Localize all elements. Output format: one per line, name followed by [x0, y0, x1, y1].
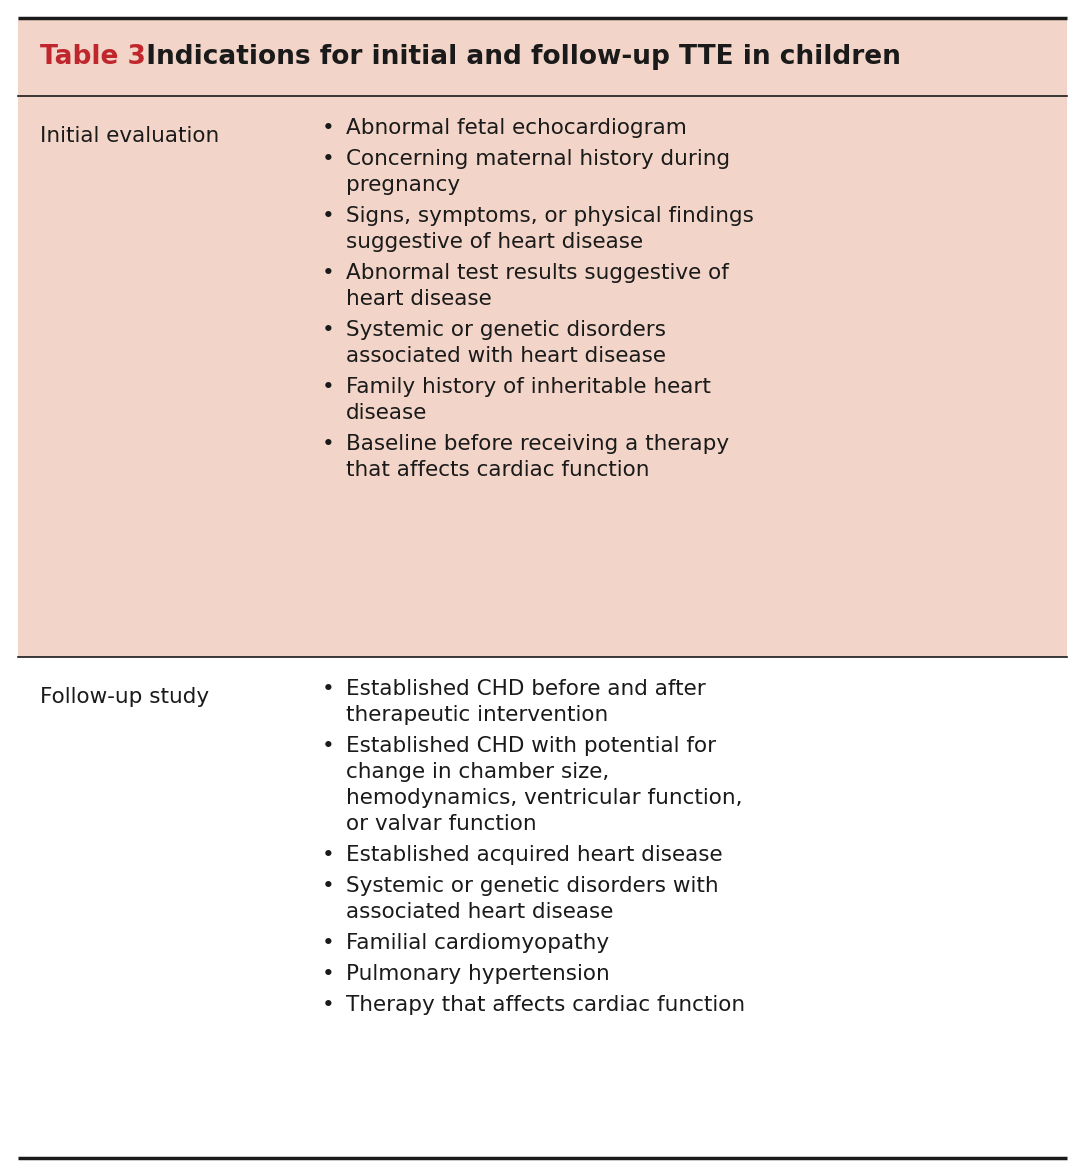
- Text: Concerning maternal history during: Concerning maternal history during: [346, 149, 730, 169]
- Text: •: •: [321, 118, 334, 138]
- Text: •: •: [321, 149, 334, 169]
- Text: Family history of inheritable heart: Family history of inheritable heart: [346, 377, 711, 397]
- Text: •: •: [321, 933, 334, 953]
- Text: Initial evaluation: Initial evaluation: [40, 126, 219, 146]
- Text: Therapy that affects cardiac function: Therapy that affects cardiac function: [346, 995, 745, 1015]
- Text: therapeutic intervention: therapeutic intervention: [346, 704, 609, 724]
- Text: •: •: [321, 434, 334, 454]
- Text: •: •: [321, 844, 334, 864]
- Text: Signs, symptoms, or physical findings: Signs, symptoms, or physical findings: [346, 206, 754, 226]
- Text: Baseline before receiving a therapy: Baseline before receiving a therapy: [346, 434, 729, 454]
- Text: •: •: [321, 679, 334, 699]
- Text: Established CHD with potential for: Established CHD with potential for: [346, 736, 716, 756]
- Text: hemodynamics, ventricular function,: hemodynamics, ventricular function,: [346, 788, 742, 808]
- Text: •: •: [321, 206, 334, 226]
- Text: suggestive of heart disease: suggestive of heart disease: [346, 232, 643, 252]
- Text: pregnancy: pregnancy: [346, 175, 460, 195]
- Text: Pulmonary hypertension: Pulmonary hypertension: [346, 964, 610, 984]
- Text: heart disease: heart disease: [346, 289, 492, 309]
- Text: Established acquired heart disease: Established acquired heart disease: [346, 844, 723, 864]
- Text: •: •: [321, 320, 334, 340]
- Text: •: •: [321, 377, 334, 397]
- Text: Table 3: Table 3: [40, 44, 145, 71]
- Text: Systemic or genetic disorders with: Systemic or genetic disorders with: [346, 876, 718, 896]
- Text: associated heart disease: associated heart disease: [346, 902, 613, 922]
- Text: •: •: [321, 964, 334, 984]
- Bar: [18, 656, 1067, 1158]
- Text: or valvar function: or valvar function: [346, 814, 537, 834]
- Text: •: •: [321, 876, 334, 896]
- Bar: [18, 18, 1067, 96]
- Bar: [18, 96, 1067, 656]
- Text: Established CHD before and after: Established CHD before and after: [346, 679, 705, 699]
- Text: •: •: [321, 995, 334, 1015]
- Text: Follow-up study: Follow-up study: [40, 687, 209, 707]
- Text: Abnormal test results suggestive of: Abnormal test results suggestive of: [346, 263, 729, 283]
- Text: •: •: [321, 263, 334, 283]
- Text: Abnormal fetal echocardiogram: Abnormal fetal echocardiogram: [346, 118, 687, 138]
- Text: that affects cardiac function: that affects cardiac function: [346, 460, 650, 480]
- Text: Indications for initial and follow-up TTE in children: Indications for initial and follow-up TT…: [128, 44, 901, 71]
- Text: Systemic or genetic disorders: Systemic or genetic disorders: [346, 320, 666, 340]
- Text: change in chamber size,: change in chamber size,: [346, 762, 610, 782]
- Text: disease: disease: [346, 403, 427, 423]
- Text: •: •: [321, 736, 334, 756]
- Text: associated with heart disease: associated with heart disease: [346, 346, 666, 366]
- Text: Familial cardiomyopathy: Familial cardiomyopathy: [346, 933, 609, 953]
